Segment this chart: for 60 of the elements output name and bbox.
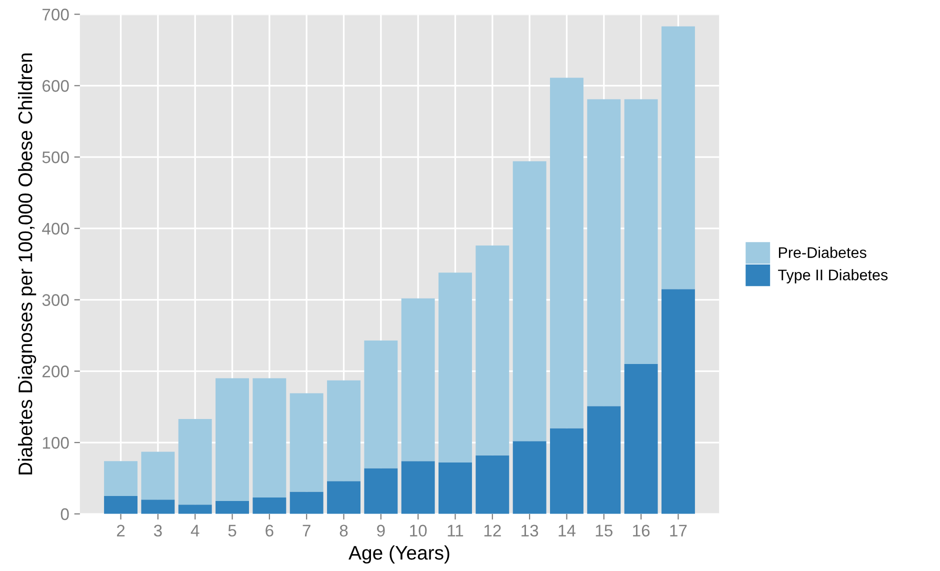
x-tick-label: 17 <box>670 524 687 536</box>
bar <box>252 378 286 498</box>
x-tick-label: 15 <box>596 524 612 537</box>
bar <box>104 496 138 514</box>
x-tick-label: 3 <box>154 524 162 537</box>
x-tick-label: 9 <box>377 524 385 537</box>
bar <box>438 272 472 463</box>
bar <box>178 504 212 514</box>
bar <box>662 289 695 514</box>
x-tick-label: 6 <box>266 524 274 537</box>
bar <box>550 428 584 514</box>
x-tick-label: 16 <box>633 524 650 537</box>
bar <box>141 500 175 514</box>
y-tick-label: 700 <box>42 8 69 20</box>
y-tick-label: 100 <box>42 436 69 449</box>
x-tick-label: 12 <box>484 524 501 536</box>
y-tick-label: 0 <box>60 508 69 520</box>
x-tick-label: 11 <box>448 524 464 536</box>
bar <box>364 340 398 468</box>
y-tick-label: 400 <box>42 222 69 235</box>
y-axis-title: Diabetes Diagnoses per 100,000 Obese Children <box>18 53 36 474</box>
x-tick-label: 7 <box>302 524 310 536</box>
bar <box>178 418 212 505</box>
bar <box>290 492 324 514</box>
bar <box>438 462 472 514</box>
bar <box>327 380 360 482</box>
bar <box>104 461 138 496</box>
x-tick-label: 4 <box>190 524 200 536</box>
bar <box>327 481 360 514</box>
y-tick-label: 500 <box>42 151 69 164</box>
x-axis-title: Age (Years) <box>348 545 450 564</box>
legend-label: Type II Diabetes <box>778 269 888 284</box>
x-tick-label: 5 <box>228 524 236 537</box>
x-tick-label: 10 <box>410 524 427 537</box>
bar <box>141 452 175 500</box>
bar <box>624 364 658 514</box>
y-tick-label: 300 <box>42 294 69 306</box>
bar <box>216 378 249 502</box>
bar <box>587 99 621 406</box>
y-tick-label: 200 <box>42 366 69 378</box>
bar <box>476 246 510 456</box>
bar <box>476 455 510 514</box>
bar <box>587 406 621 514</box>
bar <box>662 26 695 290</box>
legend-label: Pre-Diabetes <box>778 246 866 258</box>
bar <box>364 468 398 514</box>
bar <box>512 441 546 514</box>
x-tick-label: 8 <box>340 524 348 537</box>
bar <box>401 461 435 514</box>
bar <box>290 393 324 492</box>
bar <box>252 497 286 514</box>
bar <box>216 501 249 514</box>
bar <box>624 99 658 364</box>
bar <box>550 78 584 428</box>
y-tick-label: 600 <box>42 80 69 92</box>
bar <box>401 298 435 462</box>
x-tick-label: 14 <box>558 524 576 536</box>
bar <box>512 161 546 442</box>
x-tick-label: 13 <box>522 524 538 537</box>
x-tick-label: 2 <box>116 524 125 536</box>
